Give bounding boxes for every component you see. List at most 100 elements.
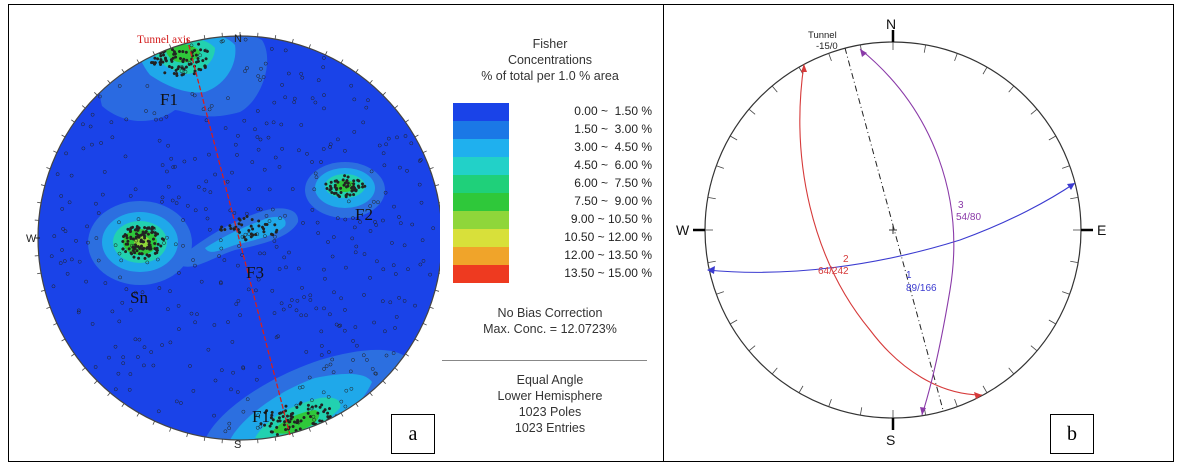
tick-mark bbox=[340, 412, 344, 417]
pole-point bbox=[185, 203, 190, 208]
pole-point bbox=[255, 109, 260, 113]
pole-point bbox=[236, 299, 241, 303]
pole-point bbox=[322, 306, 326, 311]
pole-point bbox=[322, 56, 326, 60]
pole-point bbox=[344, 181, 348, 185]
pole-point bbox=[160, 195, 165, 200]
pole-point bbox=[161, 53, 166, 57]
pole-point bbox=[395, 135, 399, 140]
pole-point bbox=[328, 142, 333, 147]
pole-point bbox=[178, 56, 183, 61]
pole-point bbox=[289, 298, 294, 302]
pole-point bbox=[219, 228, 223, 232]
pole-point bbox=[145, 253, 149, 257]
pole-point bbox=[170, 48, 175, 52]
pole-point bbox=[336, 137, 340, 142]
pole-point bbox=[49, 254, 54, 259]
pole-point bbox=[322, 106, 326, 111]
tick-mark bbox=[382, 380, 386, 384]
tick-mark bbox=[46, 167, 51, 170]
pole-point bbox=[149, 350, 154, 354]
pole-point bbox=[299, 71, 304, 76]
pole-point bbox=[296, 420, 301, 425]
pole-point bbox=[388, 300, 393, 305]
pole-point bbox=[196, 185, 201, 189]
pole-point bbox=[110, 309, 115, 314]
pole-point bbox=[419, 200, 424, 205]
pole-point bbox=[393, 326, 397, 330]
pole-point bbox=[234, 302, 239, 306]
legend-title-line3: % of total per 1.0 % area bbox=[481, 69, 619, 83]
legend-swatch bbox=[453, 157, 509, 175]
pole-point bbox=[177, 49, 182, 54]
pole-point bbox=[233, 142, 238, 147]
pole-point bbox=[212, 323, 217, 327]
pole-point bbox=[350, 236, 355, 241]
pole-point bbox=[402, 243, 407, 248]
pole-point bbox=[164, 114, 169, 119]
pole-point bbox=[368, 275, 372, 280]
pole-point bbox=[228, 224, 232, 228]
pole-point bbox=[344, 265, 348, 270]
pole-point bbox=[259, 66, 263, 71]
tick-mark bbox=[429, 167, 434, 170]
pole-point bbox=[190, 92, 195, 96]
pole-point bbox=[116, 371, 121, 376]
pole-point bbox=[195, 312, 199, 317]
pole-point bbox=[326, 415, 330, 419]
pole-point bbox=[184, 65, 188, 69]
pole-point bbox=[121, 355, 126, 360]
pole-point bbox=[263, 423, 267, 427]
pole-point bbox=[100, 192, 105, 197]
tick-mark bbox=[40, 289, 45, 292]
pole-point bbox=[256, 207, 261, 211]
tick-mark bbox=[325, 420, 328, 425]
pole-point bbox=[308, 415, 313, 419]
pole-point bbox=[243, 37, 248, 42]
pole-point bbox=[321, 147, 326, 151]
pole-point bbox=[287, 250, 291, 255]
pole-point bbox=[121, 361, 126, 366]
pole-point bbox=[262, 230, 266, 234]
pole-point bbox=[343, 174, 347, 178]
pole-point bbox=[313, 171, 318, 176]
pole-point bbox=[229, 387, 233, 392]
pole-point bbox=[326, 411, 330, 415]
pole-point bbox=[351, 216, 355, 220]
pole-point bbox=[174, 201, 179, 205]
pole-point bbox=[247, 187, 252, 192]
pole-point bbox=[376, 200, 380, 205]
pole-point bbox=[263, 222, 267, 226]
pole-point bbox=[93, 365, 98, 369]
pole-point bbox=[275, 433, 279, 437]
tick-mark bbox=[291, 38, 294, 43]
pole-point bbox=[181, 243, 185, 248]
pole-point bbox=[163, 71, 167, 75]
pole-point bbox=[204, 57, 208, 61]
pole-point bbox=[373, 220, 377, 224]
pole-point bbox=[199, 279, 204, 284]
pole-point bbox=[352, 193, 356, 197]
pole-point bbox=[242, 216, 246, 221]
pole-point bbox=[86, 240, 90, 245]
pole-point bbox=[247, 232, 251, 236]
pole-point bbox=[322, 93, 326, 97]
pole-point bbox=[132, 244, 136, 249]
pole-point bbox=[391, 351, 396, 355]
pole-point bbox=[352, 130, 357, 134]
pole-point bbox=[281, 414, 285, 419]
legend-entry-label: 9.00 ~ 10.50 % bbox=[570, 212, 652, 226]
pole-point bbox=[351, 358, 355, 362]
tick-mark bbox=[382, 92, 386, 96]
pole-point bbox=[241, 366, 246, 371]
pole-point bbox=[184, 50, 188, 54]
pole-point bbox=[263, 411, 267, 415]
pole-point bbox=[307, 375, 312, 380]
pole-point bbox=[130, 243, 134, 248]
pole-point bbox=[168, 340, 173, 345]
pole-point bbox=[382, 163, 387, 168]
pole-point bbox=[349, 83, 354, 88]
pole-point bbox=[193, 320, 197, 325]
pole-point bbox=[179, 69, 184, 73]
pole-point bbox=[192, 72, 196, 76]
